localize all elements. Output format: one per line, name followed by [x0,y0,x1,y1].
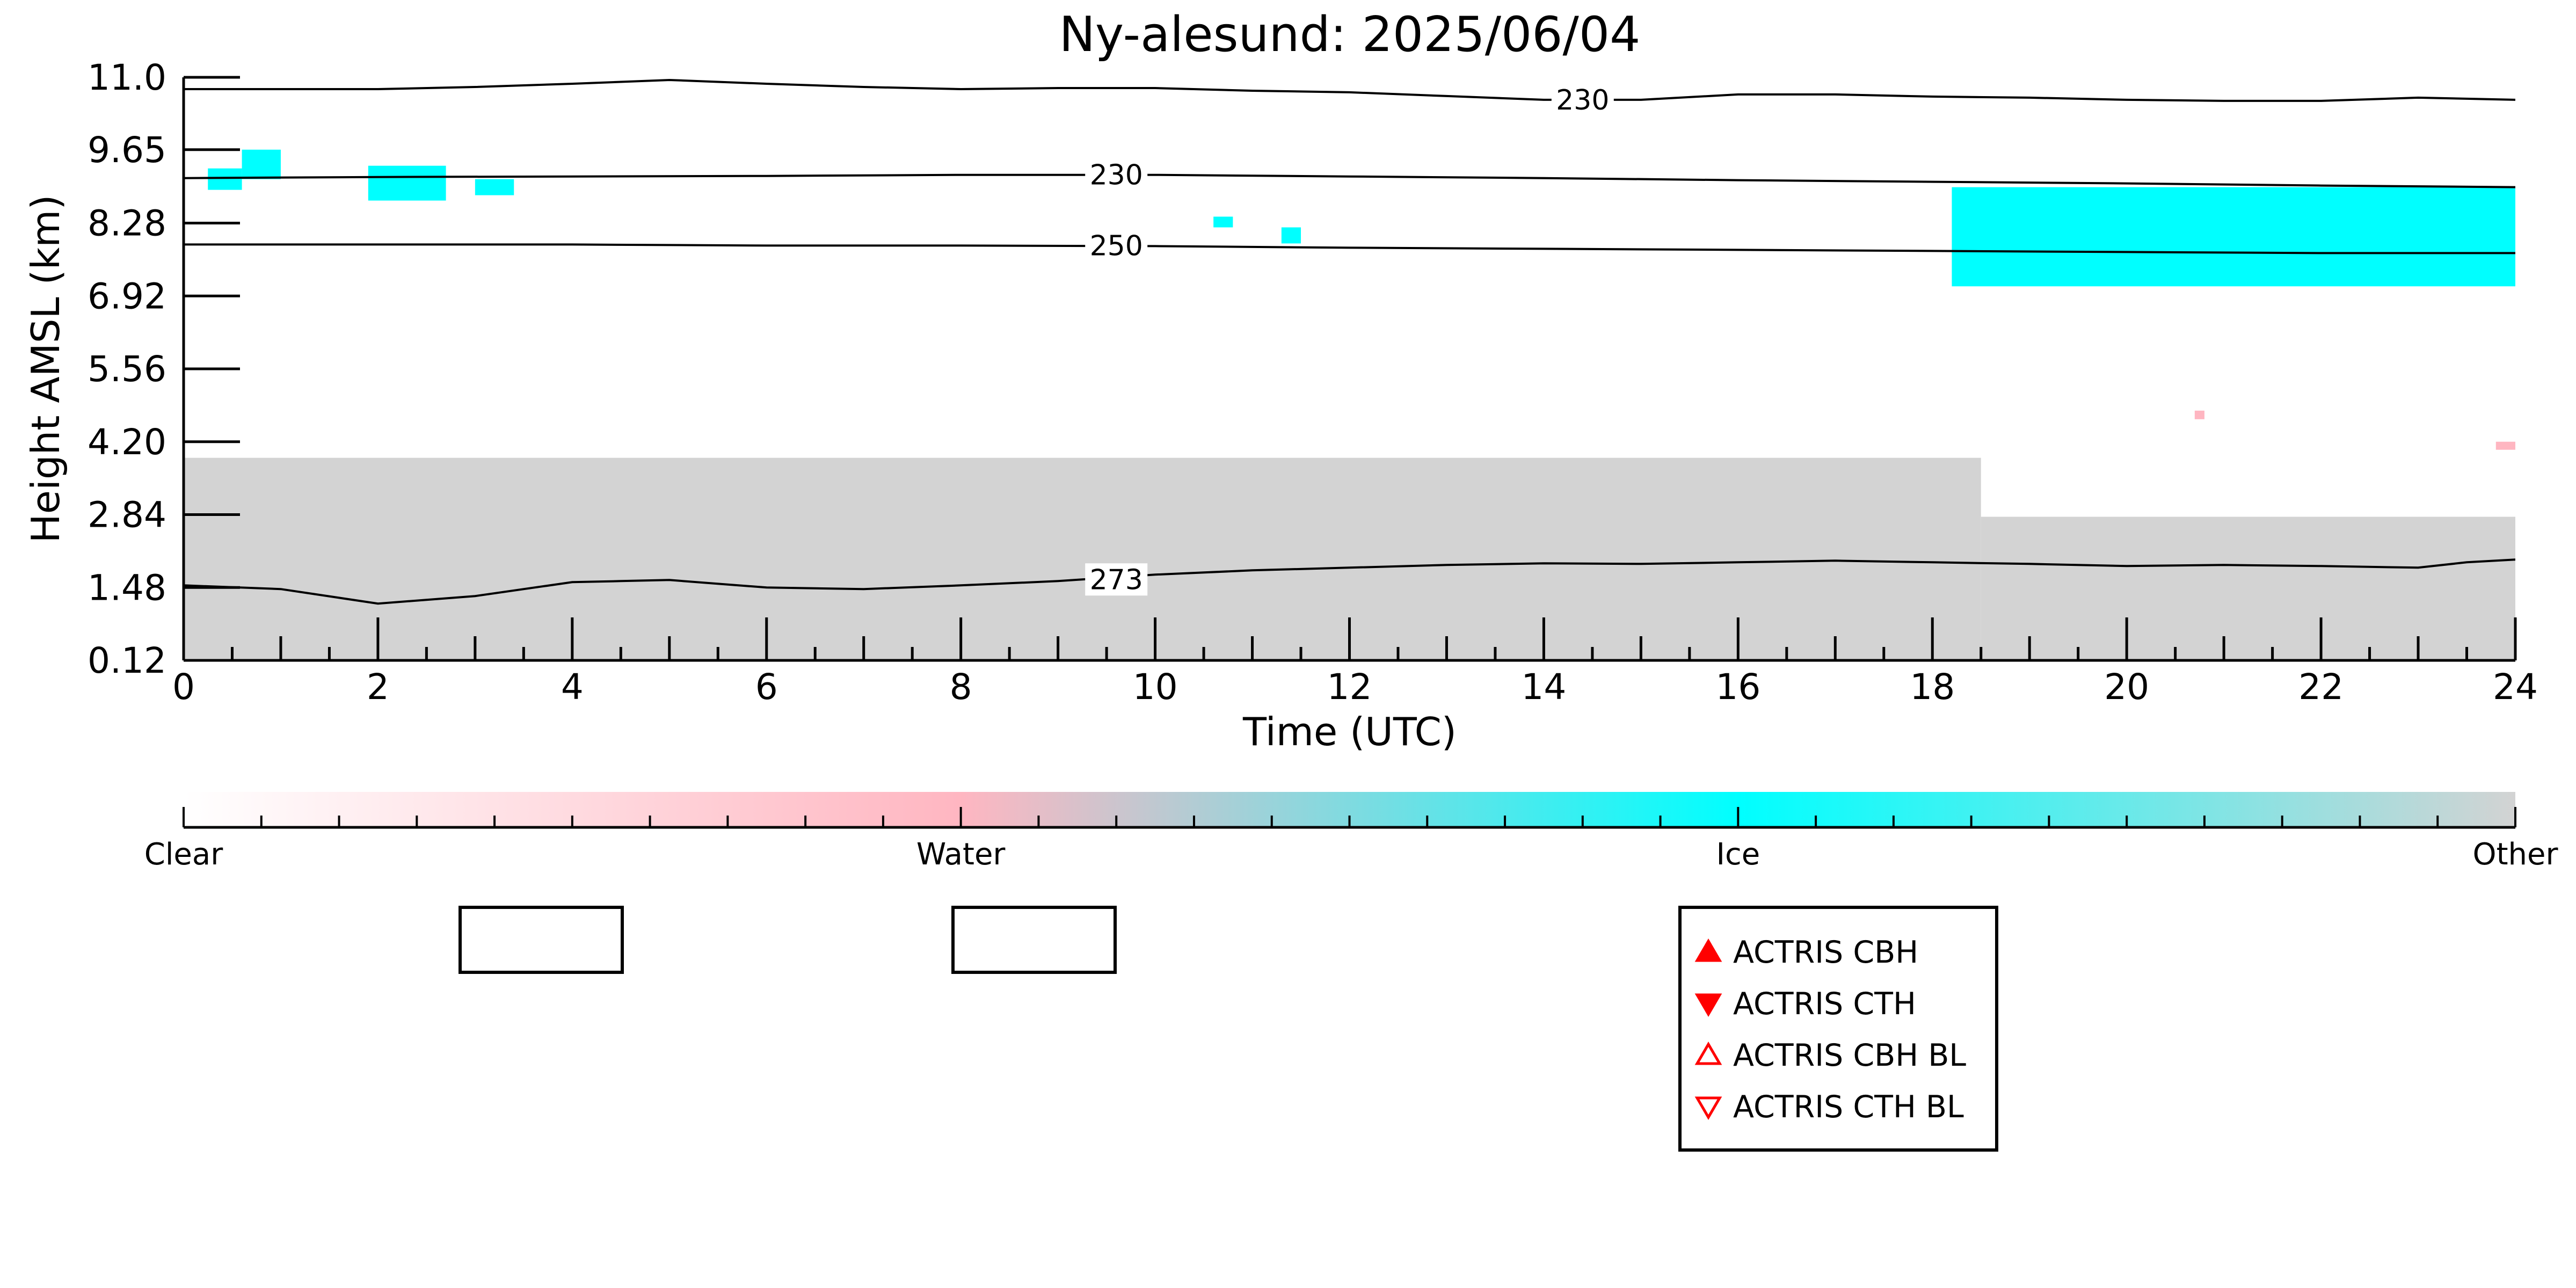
contour-273-1 [184,558,2515,605]
contour-230-3 [184,173,2515,188]
contour-label-1: 273 [1090,564,1143,596]
x-tick-label: 4 [561,666,584,708]
legend: ACTRIS CBH ACTRIS CTH ACTRIS CBH BL ACTRIS … [1678,906,1998,1152]
x-tick-label: 12 [1327,666,1372,708]
contour-label-bg-1 [1085,563,1148,596]
legend-marker-3 [1694,1042,1722,1065]
x-axis-label: Time (UTC) [1242,709,1457,754]
legend-label-3: ACTRIS CBH BL [1733,1038,1966,1073]
y-tick-label: 0.12 [88,640,166,681]
legend-items: ACTRIS CBH ACTRIS CTH ACTRIS CBH BL ACTRIS … [1694,935,1966,1125]
contour-label-bg-3 [1085,158,1148,191]
contour-label-2: 250 [1090,230,1143,262]
y-tick-label: 8.28 [88,203,166,244]
x-tick-label: 10 [1133,666,1178,708]
region-water-11 [2495,441,2515,450]
x-tick-label: 22 [2298,666,2344,708]
colorbar-label-water: Water [916,837,1006,872]
contour-label-4: 230 [1556,84,1609,117]
colorbar-label-ice: Ice [1716,837,1760,872]
y-tick-label: 1.48 [88,567,166,608]
empty-legend-box-2 [951,906,1117,974]
colorbar: Clear Water Ice Other [144,792,2559,872]
x-tick-label: 24 [2493,666,2538,708]
region-ice-6 [368,165,446,201]
colorbar-labels: Clear Water Ice Other [144,837,2559,872]
contour-labels: 273 250 230 230 [1085,83,1614,596]
contour-label-bg-4 [1551,83,1614,116]
y-tick-label: 2.84 [88,494,166,536]
legend-marker-4 [1694,1096,1722,1120]
x-tick-label: 16 [1715,666,1760,708]
x-tick-label: 18 [1910,666,1955,708]
legend-marker-1 [1694,938,1722,962]
region-ice-8 [1213,216,1233,228]
classification-layer [184,149,2515,660]
x-tick-label: 8 [950,666,972,708]
legend-label-1: ACTRIS CBH [1733,935,1918,970]
region-ice-9 [1281,227,1301,244]
contour-label-bg-2 [1085,229,1148,262]
chart-title: Ny-alesund: 2025/06/04 [1059,6,1641,63]
contour-230-4 [184,78,2515,102]
x-tick-label: 20 [2104,666,2149,708]
empty-legend-box-1 [459,906,624,974]
y-tick-label: 9.65 [88,129,166,171]
region-water-10 [2194,410,2204,419]
region-ice-4 [242,149,281,179]
y-tick-label: 6.92 [88,275,166,317]
region-other-1 [184,457,1981,660]
temperature-contours [184,78,2515,605]
colorbar-label-clear: Clear [144,837,223,872]
legend-label-4: ACTRIS CTH BL [1733,1089,1964,1125]
y-axis-label: Height AMSL (km) [23,195,68,543]
region-ice-3 [1952,187,2515,287]
region-other-2 [1981,516,2515,660]
x-tick-label: 14 [1521,666,1566,708]
colorbar-label-other: Other [2472,837,2558,872]
region-ice-7 [475,179,514,195]
y-tick-label: 5.56 [88,348,166,390]
colorbar-ticks [183,807,2516,827]
legend-label-2: ACTRIS CTH [1733,986,1916,1022]
legend-box [1678,906,1998,1152]
region-ice-5 [208,168,242,190]
contour-250-2 [184,243,2515,254]
legend-marker-2 [1694,993,1722,1017]
x-ticks: 0 2 4 6 8 10 12 14 16 18 20 22 24 [172,617,2538,708]
y-ticks: 0.12 1.48 2.84 4.20 5.56 6.92 8.28 9.65 11.0 [88,57,240,681]
y-tick-label: 11.0 [88,57,166,98]
x-tick-label: 0 [172,666,195,708]
x-tick-label: 6 [755,666,778,708]
y-tick-label: 4.20 [88,421,166,463]
contour-label-3: 230 [1090,159,1143,192]
x-tick-label: 2 [367,666,389,708]
